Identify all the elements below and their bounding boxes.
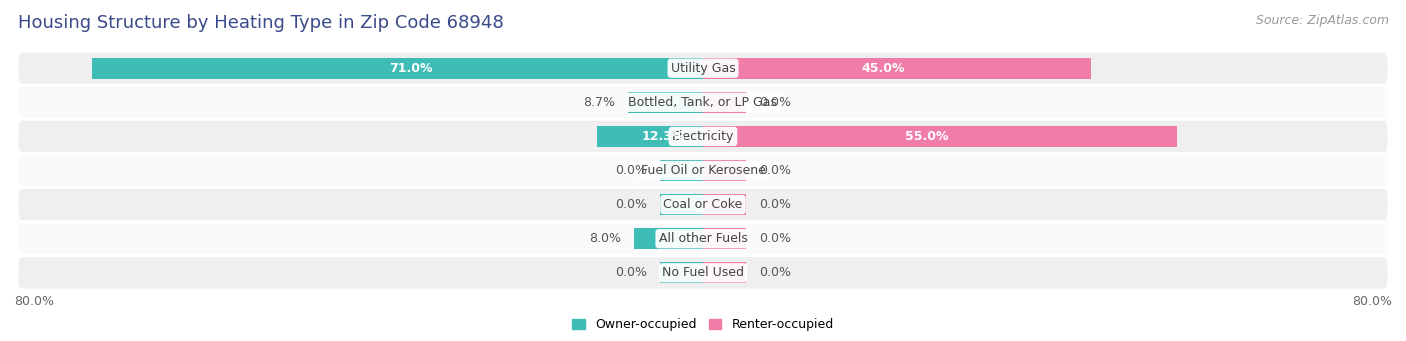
Bar [659,194,703,215]
Text: Utility Gas: Utility Gas [671,62,735,75]
FancyBboxPatch shape [18,53,1388,84]
Legend: Owner-occupied, Renter-occupied: Owner-occupied, Renter-occupied [568,313,838,336]
Bar [703,160,747,181]
FancyBboxPatch shape [18,189,1388,220]
Text: 12.3%: 12.3% [641,130,685,143]
FancyBboxPatch shape [18,155,1388,186]
Text: 0.0%: 0.0% [614,164,647,177]
Text: 80.0%: 80.0% [14,295,53,308]
Text: 45.0%: 45.0% [862,62,905,75]
FancyBboxPatch shape [18,223,1388,254]
FancyBboxPatch shape [18,121,1388,152]
FancyBboxPatch shape [18,87,1388,118]
Text: 0.0%: 0.0% [614,198,647,211]
Bar [634,228,703,249]
Text: 0.0%: 0.0% [759,164,792,177]
Text: 71.0%: 71.0% [388,62,432,75]
Bar [703,58,1091,79]
Text: 0.0%: 0.0% [614,266,647,279]
Text: 8.0%: 8.0% [589,232,621,245]
Bar [703,194,747,215]
Text: 8.7%: 8.7% [583,96,616,109]
Text: Housing Structure by Heating Type in Zip Code 68948: Housing Structure by Heating Type in Zip… [18,14,503,32]
Bar [703,126,1177,147]
Bar [703,92,747,113]
Text: All other Fuels: All other Fuels [658,232,748,245]
Bar [703,262,747,283]
Text: Electricity: Electricity [672,130,734,143]
Text: 0.0%: 0.0% [759,198,792,211]
Text: Source: ZipAtlas.com: Source: ZipAtlas.com [1256,14,1389,27]
Text: 0.0%: 0.0% [759,96,792,109]
Bar [91,58,703,79]
Text: 0.0%: 0.0% [759,232,792,245]
Text: No Fuel Used: No Fuel Used [662,266,744,279]
Text: 55.0%: 55.0% [905,130,949,143]
Text: Bottled, Tank, or LP Gas: Bottled, Tank, or LP Gas [628,96,778,109]
Text: Fuel Oil or Kerosene: Fuel Oil or Kerosene [641,164,765,177]
Text: 80.0%: 80.0% [1353,295,1392,308]
Bar [659,262,703,283]
FancyBboxPatch shape [18,257,1388,288]
Bar [628,92,703,113]
Text: 0.0%: 0.0% [759,266,792,279]
Bar [598,126,703,147]
Bar [659,160,703,181]
Text: Coal or Coke: Coal or Coke [664,198,742,211]
Bar [703,228,747,249]
